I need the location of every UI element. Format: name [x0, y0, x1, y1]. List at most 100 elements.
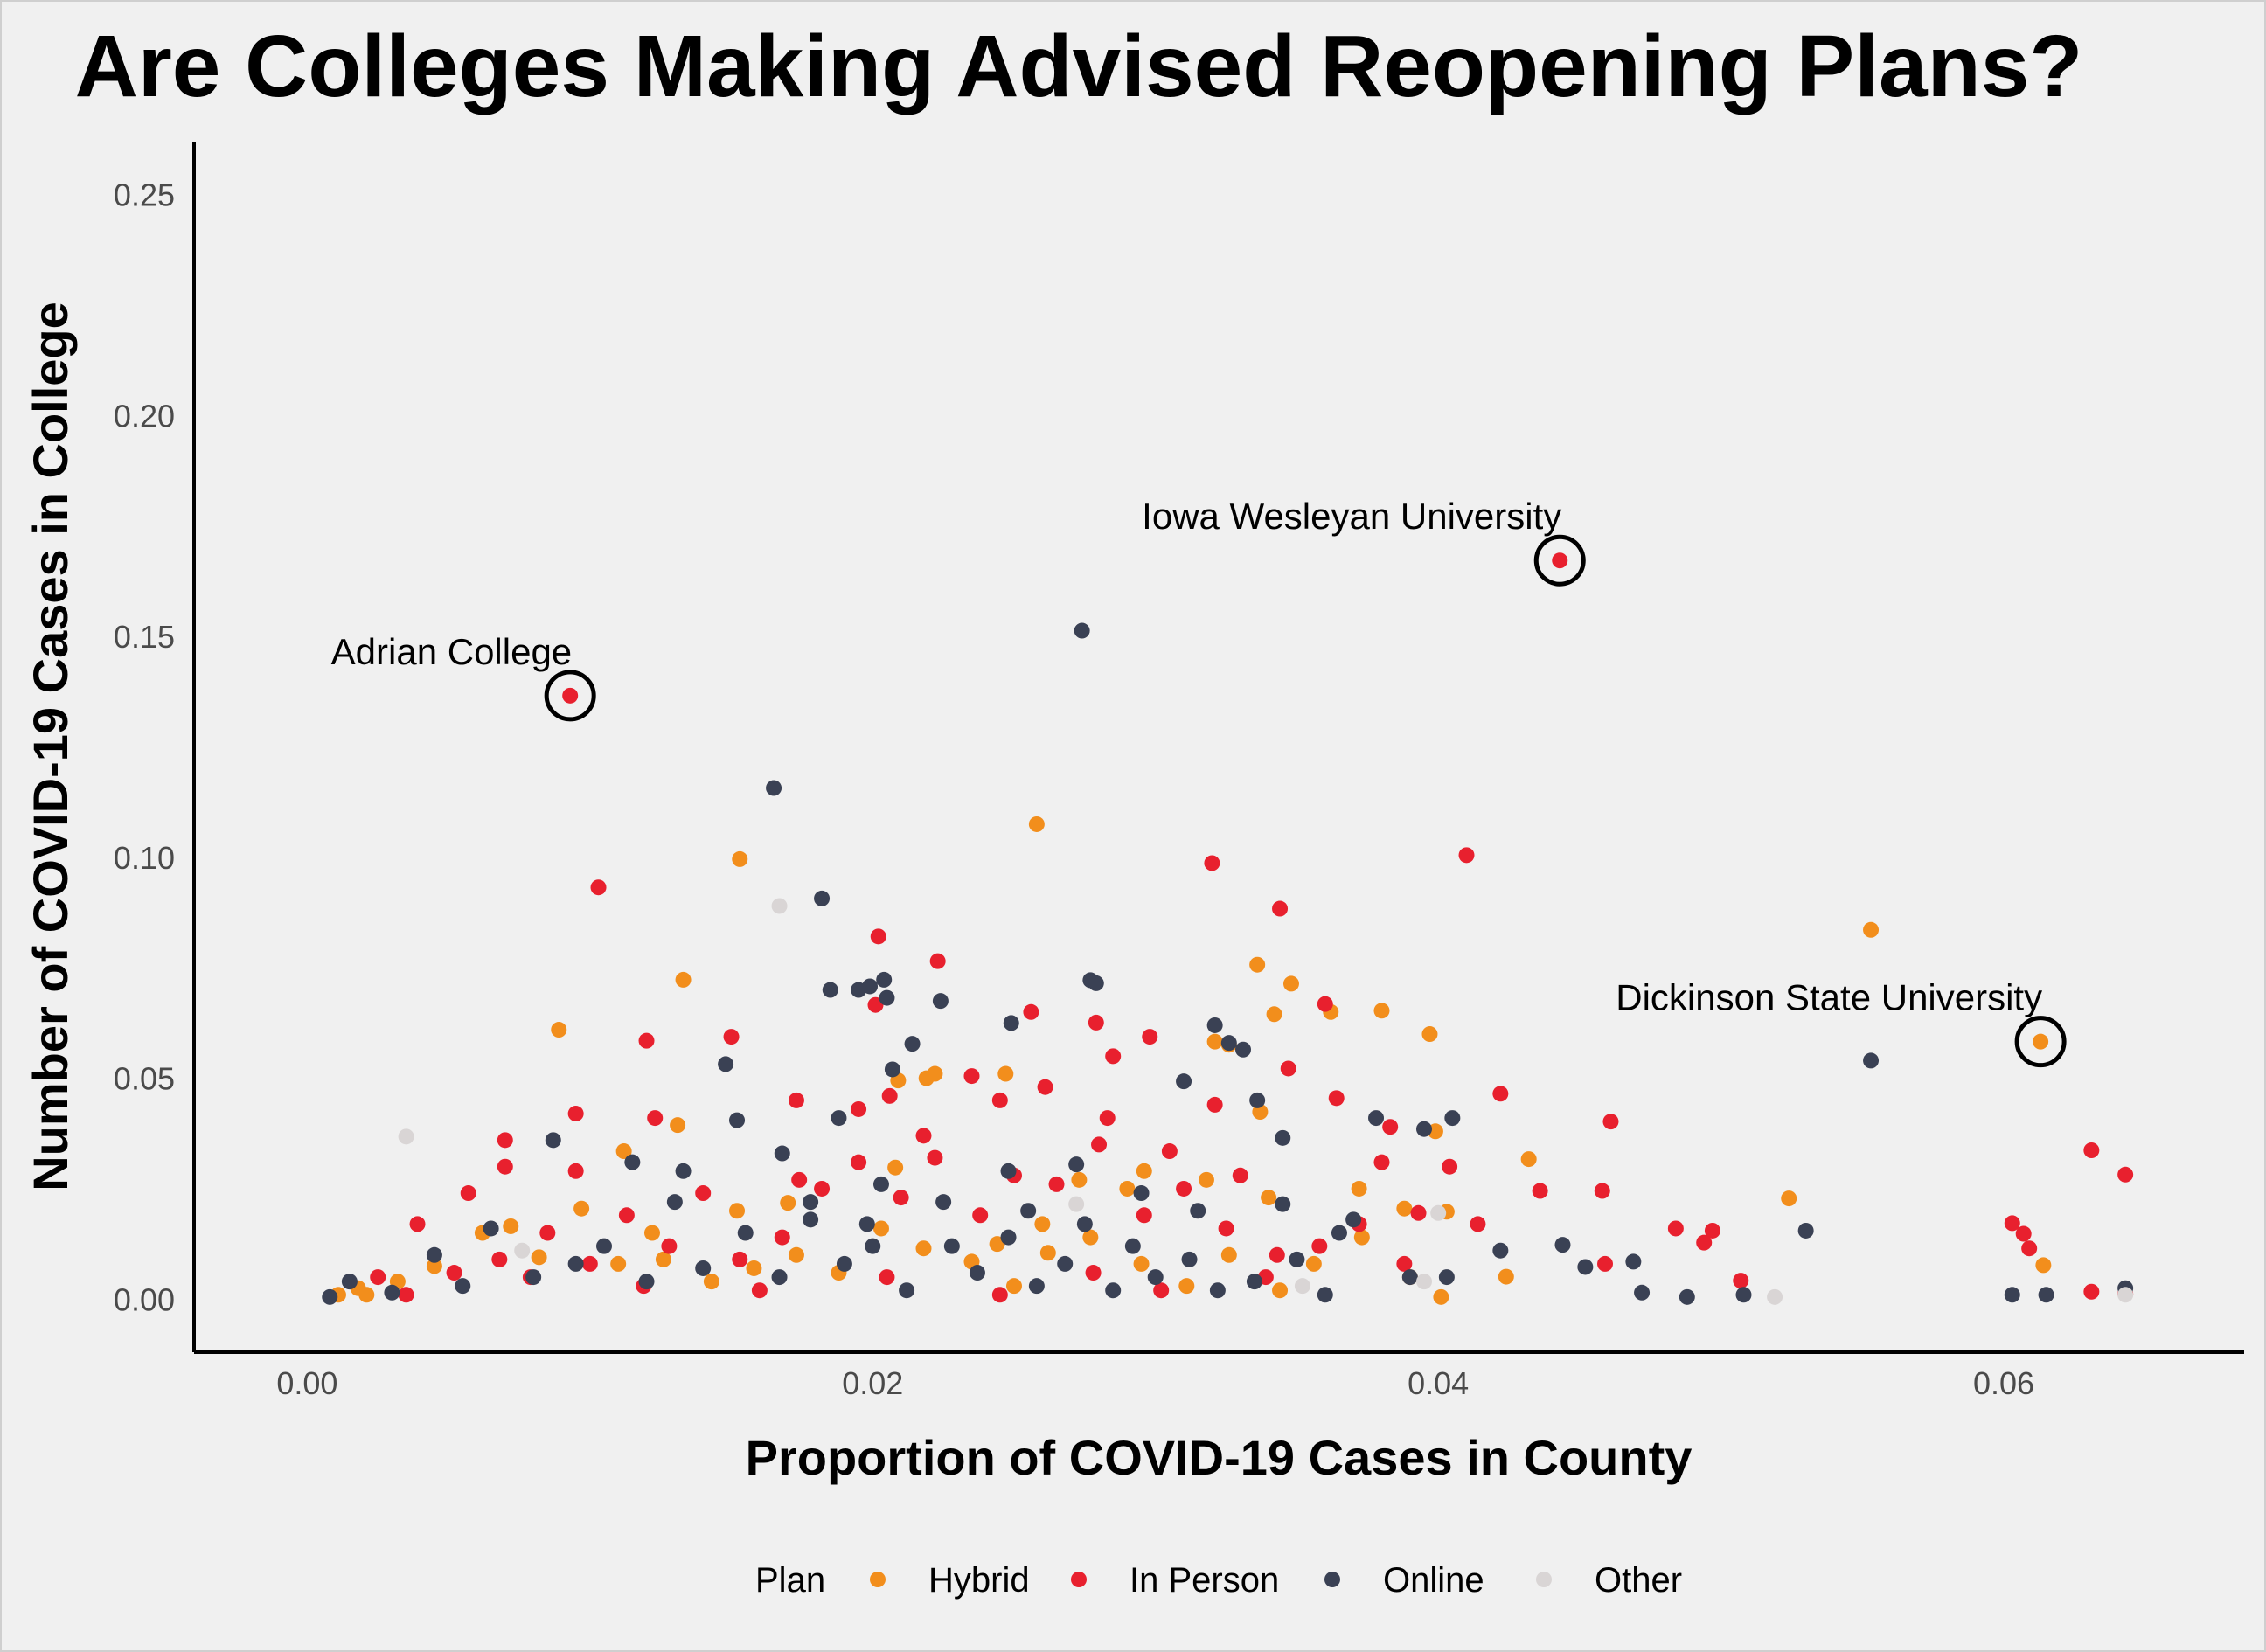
legend-swatch-hybrid: [870, 1572, 886, 1587]
point-online: [1368, 1110, 1385, 1127]
x-tick-label: 0.04: [1408, 1365, 1469, 1401]
point-online: [2004, 1287, 2020, 1303]
point-in-person: [1176, 1180, 1192, 1197]
point-in-person: [1396, 1255, 1413, 1272]
point-in-person: [2015, 1225, 2032, 1242]
point-online: [666, 1194, 683, 1211]
legend-label-other: Other: [1595, 1561, 1682, 1600]
point-hybrid: [643, 1225, 660, 1241]
point-in-person: [1594, 1183, 1610, 1199]
point-hybrid: [1198, 1171, 1214, 1188]
point-online: [1275, 1196, 1291, 1212]
point-online: [384, 1284, 400, 1301]
point-in-person: [1099, 1110, 1116, 1127]
point-online: [1000, 1229, 1017, 1246]
annotations: Adrian College Iowa Wesleyan University Di…: [331, 496, 2067, 1068]
point-hybrid: [531, 1249, 547, 1266]
point-in-person: [732, 1251, 748, 1267]
point-in-person: [1328, 1090, 1345, 1107]
point-online: [729, 1112, 746, 1128]
point-hybrid: [1373, 1003, 1390, 1019]
point-hybrid: [2033, 1033, 2049, 1050]
point-in-person: [1602, 1114, 1619, 1130]
point-online: [1074, 622, 1090, 639]
point-in-person: [867, 996, 884, 1013]
y-tick-label: 0.15: [114, 619, 175, 655]
point-in-person: [915, 1128, 932, 1144]
point-in-person: [1552, 552, 1568, 569]
point-in-person: [562, 687, 579, 704]
annotation-label: Iowa Wesleyan University: [1142, 496, 1561, 537]
point-online: [638, 1274, 655, 1290]
point-online: [1625, 1253, 1642, 1270]
point-in-person: [1492, 1086, 1509, 1102]
point-hybrid: [1039, 1245, 1056, 1261]
point-hybrid: [655, 1251, 671, 1267]
point-in-person: [370, 1269, 386, 1286]
annotation-ring: [2014, 1016, 2067, 1068]
point-in-person: [893, 1190, 909, 1206]
point-in-person: [1597, 1255, 1614, 1272]
point-hybrid: [1266, 1006, 1282, 1023]
y-tick-label: 0.25: [114, 177, 175, 213]
point-hybrid: [1282, 975, 1299, 992]
x-tick-label: 0.02: [842, 1365, 903, 1401]
point-online: [865, 1238, 881, 1254]
point-online: [836, 1255, 852, 1272]
annotation-label: Dickinson State University: [1616, 977, 2042, 1018]
y-axis-title: Number of COVID-19 Cases in College: [23, 302, 78, 1191]
point-hybrid: [551, 1022, 567, 1038]
point-online: [737, 1225, 754, 1241]
point-in-person: [774, 1229, 790, 1246]
point-in-person: [590, 879, 607, 896]
point-online: [1246, 1274, 1262, 1290]
point-in-person: [1085, 1265, 1102, 1281]
point-in-person: [963, 1068, 980, 1085]
point-online: [1028, 1278, 1045, 1295]
point-online: [803, 1211, 819, 1228]
point-online: [822, 982, 838, 998]
point-in-person: [1382, 1119, 1399, 1135]
point-hybrid: [1071, 1171, 1088, 1188]
point-online: [814, 890, 831, 906]
point-online: [1068, 1156, 1085, 1173]
point-online: [884, 1061, 900, 1078]
point-in-person: [991, 1092, 1008, 1108]
point-online: [525, 1269, 542, 1286]
point-in-person: [814, 1180, 831, 1197]
annotation-ring: [544, 670, 596, 722]
x-tick-label: 0.00: [276, 1365, 337, 1401]
point-in-person: [2083, 1142, 2100, 1158]
point-hybrid: [1034, 1216, 1051, 1232]
point-in-person: [1532, 1183, 1548, 1199]
point-in-person: [1317, 996, 1333, 1012]
point-online: [322, 1288, 338, 1305]
point-online: [675, 1163, 692, 1179]
point-other: [1068, 1196, 1085, 1212]
legend-label-in-person: In Person: [1130, 1561, 1279, 1600]
point-hybrid: [610, 1255, 627, 1272]
point-online: [624, 1154, 641, 1170]
point-in-person: [1311, 1238, 1328, 1254]
legend-label-online: Online: [1383, 1561, 1484, 1600]
point-online: [718, 1056, 734, 1072]
point-online: [1735, 1287, 1752, 1303]
x-axis-ticks: 0.00 0.02 0.04 0.06: [276, 1365, 2034, 1401]
point-online: [872, 1176, 889, 1192]
point-hybrid: [1433, 1288, 1449, 1305]
point-online: [774, 1145, 790, 1162]
point-online: [1249, 1092, 1266, 1108]
legend: Plan Hybrid In Person Online Other: [755, 1561, 1682, 1600]
point-hybrid: [1082, 1229, 1099, 1246]
point-in-person: [1269, 1246, 1285, 1263]
legend-swatch-online: [1324, 1572, 1340, 1587]
point-hybrid: [1272, 1282, 1289, 1299]
point-in-person: [398, 1287, 414, 1303]
point-hybrid: [1305, 1255, 1322, 1272]
point-in-person: [647, 1110, 664, 1127]
point-in-person: [1442, 1158, 1458, 1175]
point-online: [766, 780, 782, 796]
point-online: [899, 1282, 915, 1299]
